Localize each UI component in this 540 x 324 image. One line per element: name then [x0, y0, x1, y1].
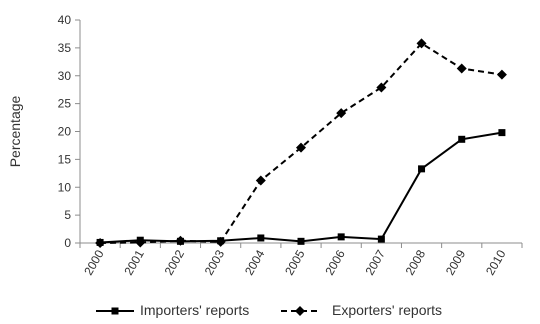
x-tick-label: 2007 — [362, 247, 388, 277]
x-axis-ticks: 2000 2001 2002 2003 2004 2005 2006 2007 2008 2009… — [79, 243, 523, 278]
y-tick-label: 40 — [58, 13, 72, 27]
x-tick-label: 2005 — [282, 247, 308, 277]
x-tick-label: 2000 — [81, 247, 107, 277]
data-point — [135, 237, 146, 248]
legend-item: Importers' reports — [96, 302, 249, 318]
x-tick-label: 2003 — [202, 247, 228, 277]
y-tick-label: 20 — [58, 125, 72, 139]
data-point — [336, 108, 347, 119]
y-tick-label: 30 — [58, 69, 72, 83]
data-point — [498, 129, 506, 137]
y-axis-ticks: 0 5 10 15 20 25 30 35 40 — [58, 13, 80, 250]
x-tick-label: 2008 — [403, 247, 429, 277]
data-point — [215, 236, 226, 247]
data-point — [95, 238, 106, 248]
y-tick-label: 15 — [58, 152, 72, 166]
y-axis-title: Percentage — [7, 95, 23, 167]
y-tick-label: 10 — [58, 180, 72, 194]
data-point — [458, 135, 466, 143]
data-point — [257, 234, 265, 242]
data-point — [377, 235, 385, 243]
data-point — [296, 142, 306, 153]
data-point — [456, 63, 467, 74]
data-point — [337, 233, 345, 241]
data-point — [376, 82, 387, 93]
data-point — [255, 175, 266, 186]
legend-label: Importers' reports — [140, 302, 249, 318]
x-tick-label: 2010 — [483, 247, 509, 277]
data-point — [416, 38, 427, 49]
legend-marker — [295, 306, 305, 316]
data-point — [418, 165, 426, 173]
legend-label: Exporters' reports — [332, 302, 442, 318]
x-tick-label: 2001 — [121, 247, 147, 277]
legend-marker — [111, 307, 119, 315]
x-tick-label: 2009 — [443, 247, 469, 277]
legend-item: Exporters' reports — [281, 302, 442, 318]
series-layer — [95, 38, 507, 248]
data-point — [175, 235, 186, 246]
data-point — [496, 69, 507, 80]
axes — [79, 20, 522, 244]
y-tick-label: 0 — [64, 236, 71, 250]
legend: Importers' reports Exporters' reports — [96, 302, 442, 318]
x-tick-label: 2002 — [162, 247, 188, 277]
y-tick-label: 5 — [64, 208, 71, 222]
series-exporters — [95, 38, 507, 248]
y-tick-label: 25 — [58, 97, 72, 111]
y-tick-label: 35 — [58, 41, 72, 55]
x-tick-label: 2004 — [242, 247, 268, 277]
data-point — [297, 237, 305, 245]
x-tick-label: 2006 — [322, 247, 348, 277]
